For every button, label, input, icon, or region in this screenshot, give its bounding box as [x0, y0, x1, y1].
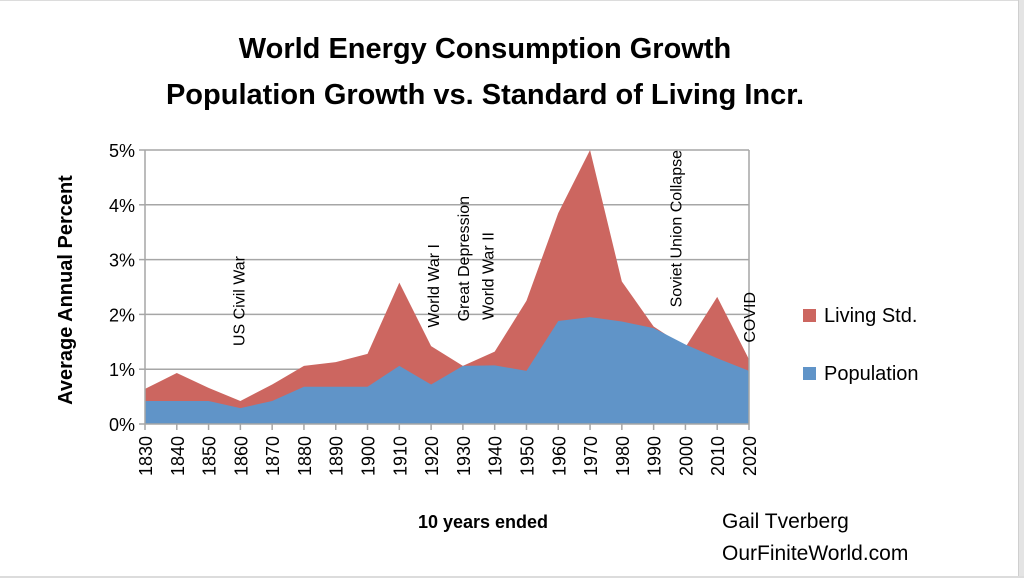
x-tick-label: 1910: [390, 436, 410, 476]
y-tick-labels: 0% 1% 2% 3% 4% 5%: [109, 141, 135, 435]
x-tick-label: 1880: [295, 436, 315, 476]
y-axis-label: Average Annual Percent: [55, 175, 77, 405]
y-tick-label: 1%: [109, 360, 135, 380]
y-tick-label: 3%: [109, 251, 135, 271]
x-tick-label: 1870: [263, 436, 283, 476]
x-tick-label: 1930: [454, 436, 474, 476]
y-tick-label: 2%: [109, 305, 135, 325]
area-population: [145, 317, 749, 424]
frame-right-scrollbar[interactable]: [1019, 0, 1024, 578]
axes: [139, 149, 750, 430]
y-tick-label: 0%: [109, 415, 135, 435]
legend-label-living-std: Living Std.: [824, 305, 917, 327]
x-tick-label: 1940: [486, 436, 506, 476]
x-tick-label: 1960: [549, 436, 569, 476]
x-tick-label: 1900: [359, 436, 379, 476]
x-tick-label: 1980: [613, 436, 633, 476]
x-tick-label: 1890: [327, 436, 347, 476]
annotation-label: Great Depression: [456, 196, 473, 321]
credit-site: OurFiniteWorld.com: [722, 542, 908, 565]
x-tick-label: 1840: [168, 436, 188, 476]
chart-title: World Energy Consumption Growth: [239, 33, 731, 65]
x-tick-label: 1830: [136, 436, 156, 476]
x-tick-label: 1970: [581, 436, 601, 476]
frame-top-border: [0, 0, 1024, 1]
annotation-label: Soviet Union Collapse: [668, 150, 685, 308]
x-tick-label: 2020: [740, 436, 760, 476]
frame-right-border: [1018, 0, 1019, 578]
y-tick-label: 4%: [109, 196, 135, 216]
legend-swatch-population: [803, 367, 816, 380]
annotation-label: US Civil War: [231, 255, 248, 346]
x-tick-label: 2010: [708, 436, 728, 476]
legend: Living Std. Population: [803, 305, 919, 385]
x-tick-label: 1990: [645, 436, 665, 476]
y-tick-label: 5%: [109, 141, 135, 161]
x-tick-label: 1920: [422, 436, 442, 476]
credit-author: Gail Tverberg: [722, 510, 849, 533]
x-tick-labels: 1830 1840 1850 1860 1870 1880 1890 1900 1910 1920…: [136, 436, 760, 476]
annotations: US Civil War World War I Great Depression W…: [231, 150, 759, 346]
plot-areas: [145, 150, 749, 424]
frame-bottom-border: [0, 576, 1024, 578]
legend-swatch-living-std: [803, 309, 816, 322]
x-tick-label: 1950: [517, 436, 537, 476]
annotation-label: World War II: [481, 232, 498, 320]
annotation-label: World War I: [426, 244, 443, 328]
annotation-label: COVID: [742, 292, 759, 343]
x-axis-label: 10 years ended: [418, 512, 548, 532]
x-tick-label: 2000: [676, 436, 696, 476]
x-tick-label: 1860: [231, 436, 251, 476]
x-tick-label: 1850: [200, 436, 220, 476]
legend-label-population: Population: [824, 363, 919, 385]
chart-subtitle: Population Growth vs. Standard of Living…: [166, 79, 804, 111]
